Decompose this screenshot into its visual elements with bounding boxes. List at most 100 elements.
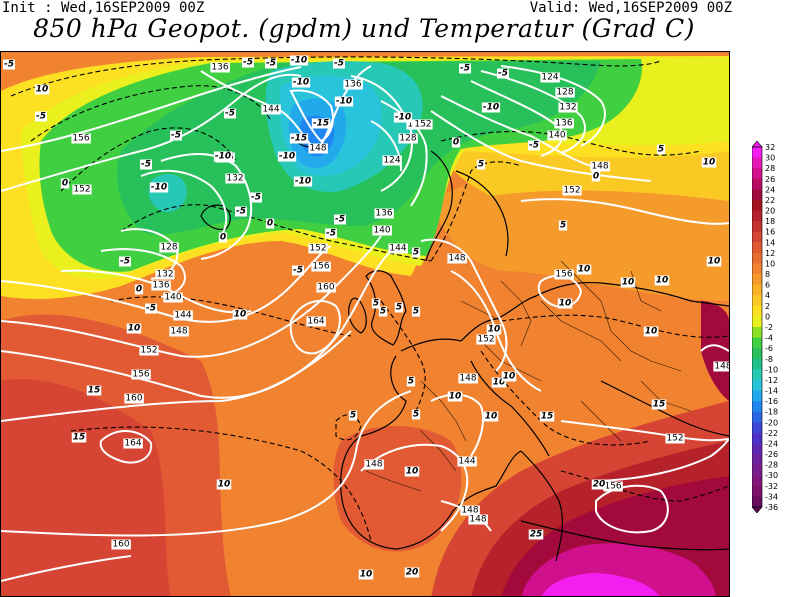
legend-swatch <box>752 316 762 328</box>
legend-swatch <box>752 358 762 370</box>
temperature-label-bg <box>576 264 592 275</box>
legend-swatch <box>752 379 762 392</box>
temperature-label-bg <box>656 144 666 155</box>
legend-swatch <box>752 454 762 466</box>
geopotential-label: 152 <box>414 120 431 130</box>
geopotential-label-bg <box>382 155 402 166</box>
temperature-label-bg <box>358 569 374 580</box>
legend-tick-label: 32 <box>765 143 775 152</box>
geopotential-label-bg <box>225 173 245 184</box>
legend-tick-label: -16 <box>765 397 778 406</box>
geopotential-label: 144 <box>389 244 406 254</box>
geopotential-label-bg <box>124 393 144 404</box>
legend-swatch <box>752 401 762 413</box>
legend-swatch <box>752 210 762 222</box>
geopotential-label-bg <box>540 72 560 83</box>
temperature-label-bg <box>406 376 416 387</box>
geopotential-label-bg <box>173 310 193 321</box>
temperature-label: 10 <box>656 276 669 286</box>
temperature-label-bg <box>447 391 463 402</box>
legend-swatch <box>752 231 762 243</box>
valid-time: Valid: Wed,16SEP2009 00Z <box>529 0 732 16</box>
legend-tick-label: 30 <box>765 154 775 163</box>
geopotential-label: 148 <box>365 460 382 470</box>
geopotential-label-bg <box>447 253 467 264</box>
geopotential-label-bg <box>372 225 392 236</box>
geopotential-label: 132 <box>559 103 576 113</box>
geopotential-label-bg <box>603 481 623 492</box>
temperature-label: 10 <box>493 378 506 388</box>
temperature-label: 5 <box>658 145 664 155</box>
legend-tick-label: -14 <box>765 387 778 396</box>
temp-zone-east-red <box>701 301 729 401</box>
temperature-label-bg <box>134 284 144 295</box>
geopotential-label-bg <box>554 118 574 129</box>
temperature-label: 10 <box>406 467 419 477</box>
temperature-label-bg <box>34 84 50 95</box>
temperature-label-bg <box>119 256 131 267</box>
geopotential-label-bg <box>151 280 171 291</box>
temperature-label-bg <box>140 159 152 170</box>
temperature-label: 10 <box>449 392 462 402</box>
legend-tick-label: -10 <box>765 365 778 374</box>
temperature-label: 0 <box>453 138 459 148</box>
temperature-label-bg <box>528 529 544 540</box>
legend-tick-label: -8 <box>765 355 773 364</box>
temperature-label-bg <box>558 220 568 231</box>
geopotential-label: 164 <box>124 439 141 449</box>
legend-swatch <box>752 369 762 381</box>
geopotential-label: 148 <box>461 506 478 516</box>
geopotential-label: 140 <box>373 226 390 236</box>
temperature-label: -10 <box>291 56 307 66</box>
temperature-label-bg <box>404 466 420 477</box>
legend-swatch <box>752 443 762 455</box>
legend-top-arrow <box>752 141 763 148</box>
geopotential-label: 144 <box>262 105 279 115</box>
legend-swatch <box>752 411 762 423</box>
geopotential-label-bg <box>123 438 143 449</box>
geopotential-label-bg <box>308 243 328 254</box>
temperature-label: -10 <box>279 152 295 162</box>
temperature-label-bg <box>224 108 236 119</box>
legend-swatch <box>752 157 762 169</box>
geopotential-label: 144 <box>458 457 475 467</box>
geopotential-label-bg <box>159 242 179 253</box>
geopotential-label-bg <box>343 79 363 90</box>
temperature-label: -5 <box>335 215 345 225</box>
geopotential-label-bg <box>413 119 433 130</box>
legend-tick-label: 12 <box>765 249 775 258</box>
legend-swatch <box>752 274 762 286</box>
geopotential-label: 152 <box>666 434 683 444</box>
temperature-label: 20 <box>593 480 606 490</box>
temperature-label: 10 <box>708 257 721 267</box>
legend-tick-label: 20 <box>765 207 775 216</box>
geopotential-label: 156 <box>312 262 329 272</box>
geopotential-label: 156 <box>604 482 621 492</box>
temperature-label: 10 <box>218 480 231 490</box>
temperature-label: -5 <box>120 257 130 267</box>
temperature-label: 0 <box>220 233 226 243</box>
geopotential-label: 136 <box>344 80 361 90</box>
geopotential-labels: 1361441481361321281241241281321361401481… <box>71 62 729 550</box>
geopotential-label: 132 <box>156 270 173 280</box>
temperature-label: 10 <box>645 327 658 337</box>
temperature-label: 15 <box>73 433 86 443</box>
temperature-label-bg <box>145 303 157 314</box>
geopotential-label: 148 <box>469 515 486 525</box>
geopotential-label-bg <box>558 102 578 113</box>
geopotential-label: 164 <box>307 317 324 327</box>
temperature-label-bg <box>451 137 461 148</box>
geopotential-label: 148 <box>309 144 326 154</box>
coastlines <box>200 140 729 562</box>
geopotential-label-bg <box>210 62 230 73</box>
geopotential-label: 128 <box>160 243 177 253</box>
legend-tick-label: 24 <box>765 185 775 194</box>
legend-tick-label: 22 <box>765 196 775 205</box>
legend-tick-label: 10 <box>765 259 775 268</box>
legend-swatch <box>752 147 762 159</box>
temperature-label: 5 <box>560 221 566 231</box>
legend-swatch <box>752 295 762 307</box>
temperature-label: 5 <box>413 307 419 317</box>
temperature-label-bg <box>348 410 358 421</box>
geopotential-label-bg <box>562 185 582 196</box>
